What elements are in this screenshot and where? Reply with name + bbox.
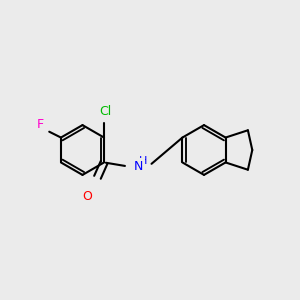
Text: H: H [139, 156, 147, 166]
Text: N: N [134, 160, 143, 172]
Text: F: F [37, 118, 44, 130]
Text: O: O [82, 190, 92, 203]
Text: Cl: Cl [99, 105, 112, 118]
